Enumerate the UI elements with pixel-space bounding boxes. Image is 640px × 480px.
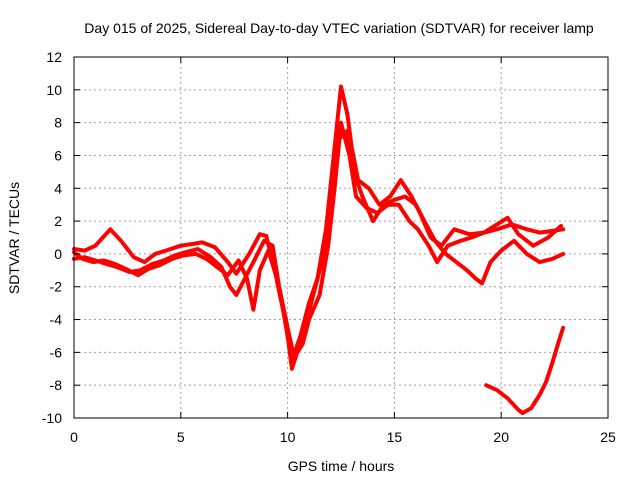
x-tick-label: 15 xyxy=(387,429,403,445)
y-tick-label: 10 xyxy=(46,82,62,98)
y-tick-label: 6 xyxy=(54,147,62,163)
chart-title: Day 015 of 2025, Sidereal Day-to-day VTE… xyxy=(84,20,594,36)
x-tick-label: 25 xyxy=(600,429,616,445)
series-trace-1 xyxy=(72,84,563,363)
x-tick-label: 5 xyxy=(177,429,185,445)
x-axis-label: GPS time / hours xyxy=(288,458,395,474)
y-tick-label: -6 xyxy=(50,344,63,360)
x-tick-label: 0 xyxy=(70,429,78,445)
x-tick-label: 20 xyxy=(493,429,509,445)
ticks-layer: 0 5 10 15 20 25 -10 -8 -6 -4 -2 0 2 4 6 8 10 12 xyxy=(42,49,616,445)
y-tick-label: -2 xyxy=(50,279,63,295)
y-tick-label: -10 xyxy=(42,410,62,426)
y-tick-label: 12 xyxy=(46,49,62,65)
grid-layer xyxy=(74,57,608,418)
y-tick-label: -4 xyxy=(50,312,63,328)
series-layer xyxy=(72,84,566,416)
y-tick-label: 4 xyxy=(54,180,62,196)
plot-frame xyxy=(73,56,609,419)
series-trace-4 xyxy=(484,325,566,416)
series-trace-3 xyxy=(72,128,566,371)
y-tick-label: 0 xyxy=(54,246,62,262)
y-tick-label: 2 xyxy=(54,213,62,229)
y-axis-label: SDTVAR / TECUs xyxy=(6,182,22,294)
x-tick-label: 10 xyxy=(280,429,296,445)
series-trace-2 xyxy=(72,120,566,360)
y-tick-label: 8 xyxy=(54,115,62,131)
y-tick-label: -8 xyxy=(50,377,63,393)
